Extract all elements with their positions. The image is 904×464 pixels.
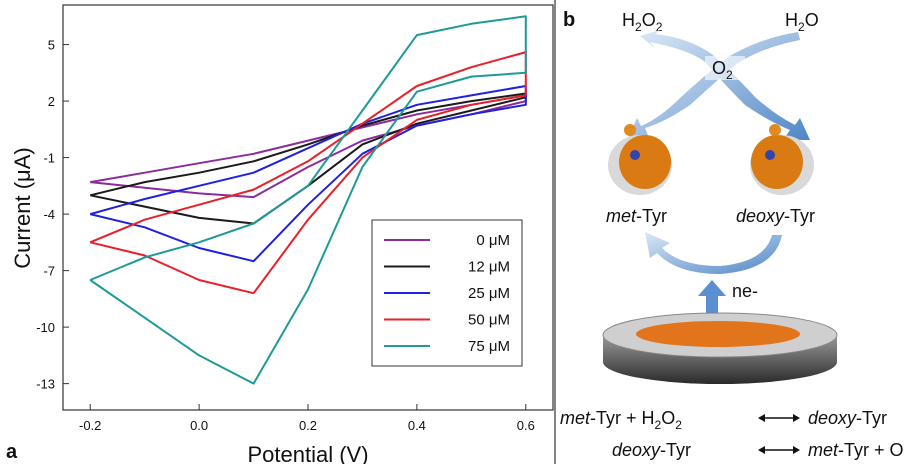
y-tick-label: -7 <box>43 264 55 279</box>
electron-label: ne- <box>732 281 758 301</box>
legend-label: 0 μM <box>476 232 510 249</box>
cycle-arrow <box>640 30 810 140</box>
legend-label: 25 μM <box>468 285 510 302</box>
t: met <box>808 440 839 460</box>
x-tick-label: 0.6 <box>517 418 535 433</box>
t: H <box>785 10 798 30</box>
t: O <box>712 58 726 78</box>
x-axis-label: Potential (V) <box>247 442 368 464</box>
y-tick-label: -4 <box>43 207 55 222</box>
t: deoxy <box>808 408 857 428</box>
t: 2 <box>675 418 682 432</box>
y-axis-label: Current (μA) <box>10 147 35 268</box>
reactant-label: H2O <box>785 10 819 34</box>
t: -Tyr + O <box>838 440 904 460</box>
t: -Tyr <box>856 408 887 428</box>
equation-2-left: deoxy-Tyr <box>612 440 691 460</box>
electron-arrow <box>698 280 726 318</box>
y-tick-label: -13 <box>36 377 55 392</box>
electrode <box>602 312 838 384</box>
t: 2 <box>798 20 805 34</box>
t: O <box>805 10 819 30</box>
equation-1-left: met-Tyr + H2O2 <box>560 408 682 432</box>
t: 2 <box>656 20 663 34</box>
double-arrow <box>758 446 800 454</box>
cycle-arrow <box>628 32 800 140</box>
legend: 0 μM 12 μM 25 μM 50 μM 75 μM <box>384 232 510 355</box>
t: H <box>622 10 635 30</box>
cv-curve <box>89 15 527 385</box>
y-tick-label: -1 <box>43 151 55 166</box>
t: deoxy <box>736 206 785 226</box>
t: 2 <box>726 68 733 82</box>
protein-left <box>608 124 672 195</box>
y-tick-label: -10 <box>36 320 55 335</box>
y-tick-label: 5 <box>48 38 55 53</box>
t: -Tyr <box>784 206 815 226</box>
x-tick-label: -0.2 <box>79 418 101 433</box>
t: met <box>560 408 591 428</box>
t: O <box>661 408 675 428</box>
legend-label: 75 μM <box>468 338 510 355</box>
product-label: H2O2 <box>622 10 663 34</box>
x-tick-label: 0.0 <box>190 418 208 433</box>
cv-curve <box>90 94 527 199</box>
y-tick-label: 2 <box>48 94 55 109</box>
t: 2 <box>655 418 662 432</box>
right-protein-label: deoxy-Tyr <box>736 206 815 226</box>
reduction-arrow <box>645 232 782 274</box>
t: O <box>642 10 656 30</box>
t: deoxy <box>612 440 661 460</box>
panel-label: a <box>6 441 18 463</box>
x-tick-label: 0.4 <box>408 418 426 433</box>
oxygen-label: O2 <box>712 58 733 82</box>
legend-label: 50 μM <box>468 312 510 329</box>
t: -Tyr + H <box>590 408 655 428</box>
t: -Tyr <box>636 206 667 226</box>
legend-label: 12 μM <box>468 259 510 276</box>
protein-right <box>750 124 814 195</box>
left-protein-label: met-Tyr <box>606 206 667 226</box>
t: -Tyr <box>660 440 691 460</box>
label-bg <box>705 56 745 80</box>
double-arrow <box>758 414 800 422</box>
plot-area: -0.2 0.0 0.2 0.4 0.6 5 2 -1 -4 -7 -10 -13 <box>36 15 535 433</box>
t: 2 <box>635 20 642 34</box>
panel-label: b <box>563 9 575 31</box>
x-tick-label: 0.2 <box>299 418 317 433</box>
equation-1-right: deoxy-Tyr <box>808 408 887 428</box>
equation-2-right: met-Tyr + O2 <box>808 440 904 464</box>
t: met <box>606 206 637 226</box>
